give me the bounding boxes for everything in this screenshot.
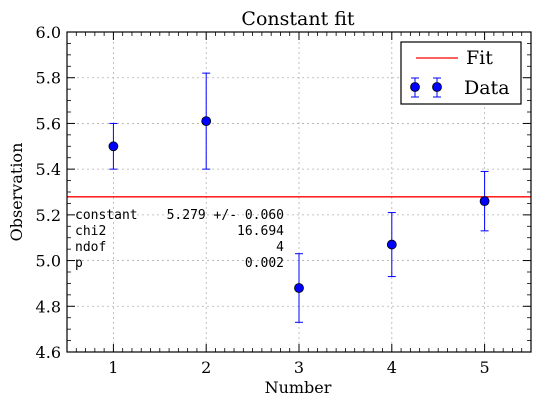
x-tick-label: 3 <box>294 358 304 377</box>
fit-stat-label: constant <box>75 208 138 223</box>
y-tick-label: 5.2 <box>36 206 61 225</box>
y-tick-label: 5.4 <box>36 160 61 179</box>
data-series <box>108 72 490 323</box>
legend-data-label: Data <box>464 77 510 99</box>
y-tick-label: 5.8 <box>36 69 61 88</box>
data-point <box>386 239 397 250</box>
legend-frame <box>400 41 522 105</box>
data-point <box>108 141 119 152</box>
y-tick-label: 5.6 <box>36 114 61 133</box>
data-point <box>201 116 212 127</box>
x-tick-label: 5 <box>480 358 490 377</box>
fit-stat-value: 0.002 <box>245 256 284 271</box>
legend-data-swatch <box>410 77 442 98</box>
legend-fit-label: Fit <box>466 47 493 69</box>
fit-stat-label: ndof <box>75 240 106 255</box>
x-tick-label: 1 <box>108 358 118 377</box>
fit-stat-label: p <box>75 256 83 271</box>
y-tick-label: 4.8 <box>36 297 61 316</box>
fit-stat-label: chi2 <box>75 224 106 239</box>
y-tick-label: 5.0 <box>36 252 61 271</box>
y-tick-labels: 4.6 4.8 5.0 5.2 5.4 5.6 5.8 6.0 <box>36 23 61 362</box>
data-point <box>479 196 490 207</box>
x-tick-label: 2 <box>201 358 211 377</box>
fit-stat-value: 4 <box>276 240 284 255</box>
x-tick-label: 4 <box>387 358 397 377</box>
fit-stat-value: 5.279 +/- 0.060 <box>167 208 284 223</box>
fit-stats-box: constant 5.279 +/- 0.060 chi2 16.694 ndof 4 p 0… <box>75 208 284 271</box>
tick-marks <box>67 31 531 353</box>
data-point <box>294 283 304 293</box>
x-axis-label: Number <box>265 378 332 397</box>
y-tick-label: 6.0 <box>36 23 61 42</box>
fit-stat-value: 16.694 <box>237 224 284 239</box>
legend: Fit Data <box>400 41 522 105</box>
y-tick-label: 4.6 <box>36 343 61 362</box>
x-tick-labels: 1 2 3 4 5 <box>108 358 489 377</box>
chart-title: Constant fit <box>241 8 355 30</box>
y-axis-label: Observation <box>7 143 26 242</box>
